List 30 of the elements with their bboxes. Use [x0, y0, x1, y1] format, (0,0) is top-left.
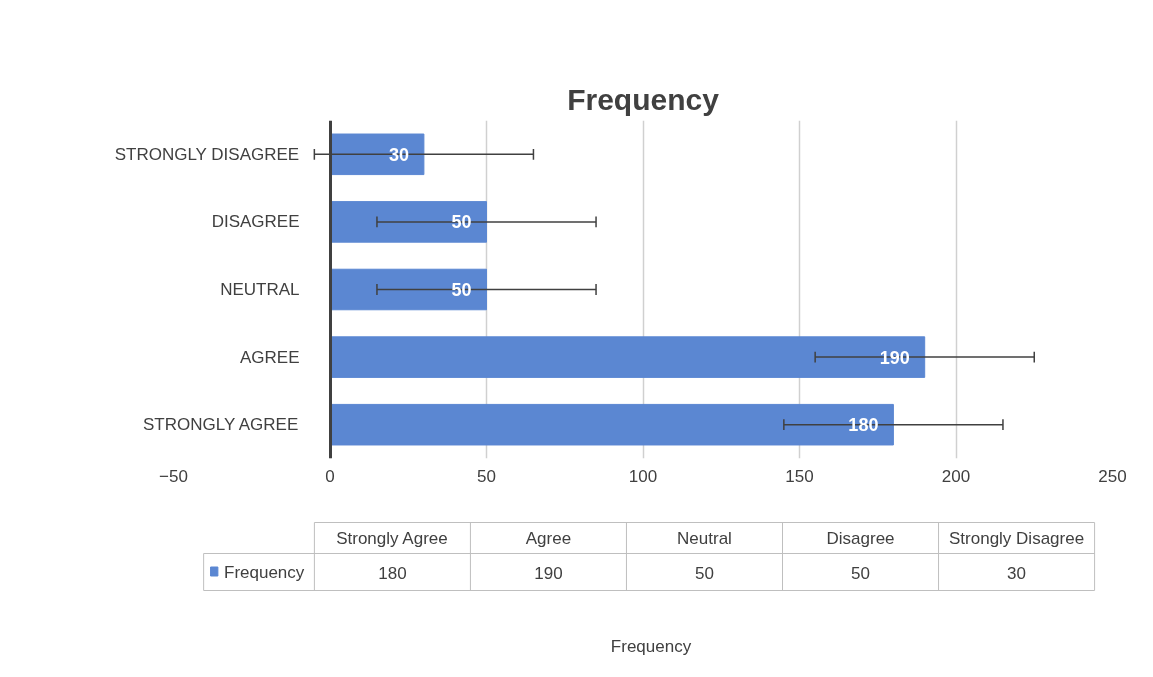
text: Frequency: [610, 637, 692, 656]
text: 50: [695, 563, 714, 583]
bar: [329, 268, 487, 311]
text: Disagree: [826, 529, 895, 548]
y-tick-label: DISAGREE: [211, 212, 300, 232]
x-tick-label: 100: [628, 466, 658, 486]
text: 180: [378, 563, 407, 583]
x-tick-label: 250: [1098, 466, 1127, 486]
text: 50: [851, 563, 870, 583]
text: Agree: [525, 529, 572, 548]
x-tick-label: 150: [785, 466, 814, 486]
chart-title: Frequency: [567, 82, 720, 116]
bar: [329, 403, 894, 446]
text: Neutral: [677, 529, 732, 548]
bar: [329, 201, 487, 243]
bar: [329, 133, 425, 176]
y-tick-label: AGREE: [239, 347, 300, 367]
text: Strongly Disagree: [949, 529, 1085, 548]
text: 190: [534, 563, 563, 583]
x-tick-label: 0: [325, 466, 335, 486]
y-tick-label: STRONGLY AGREE: [143, 415, 299, 435]
bar: [329, 336, 926, 378]
legend-label: Frequency: [223, 563, 305, 582]
x-tick-label: 50: [477, 466, 496, 486]
x-tick-label: 200: [941, 466, 971, 486]
text: Strongly Agree: [336, 529, 448, 548]
text: 30: [1007, 563, 1027, 583]
y-tick-label: STRONGLY DISAGREE: [114, 144, 300, 164]
x-tick-label: −50: [159, 466, 188, 486]
y-tick-label: NEUTRAL: [220, 280, 300, 299]
